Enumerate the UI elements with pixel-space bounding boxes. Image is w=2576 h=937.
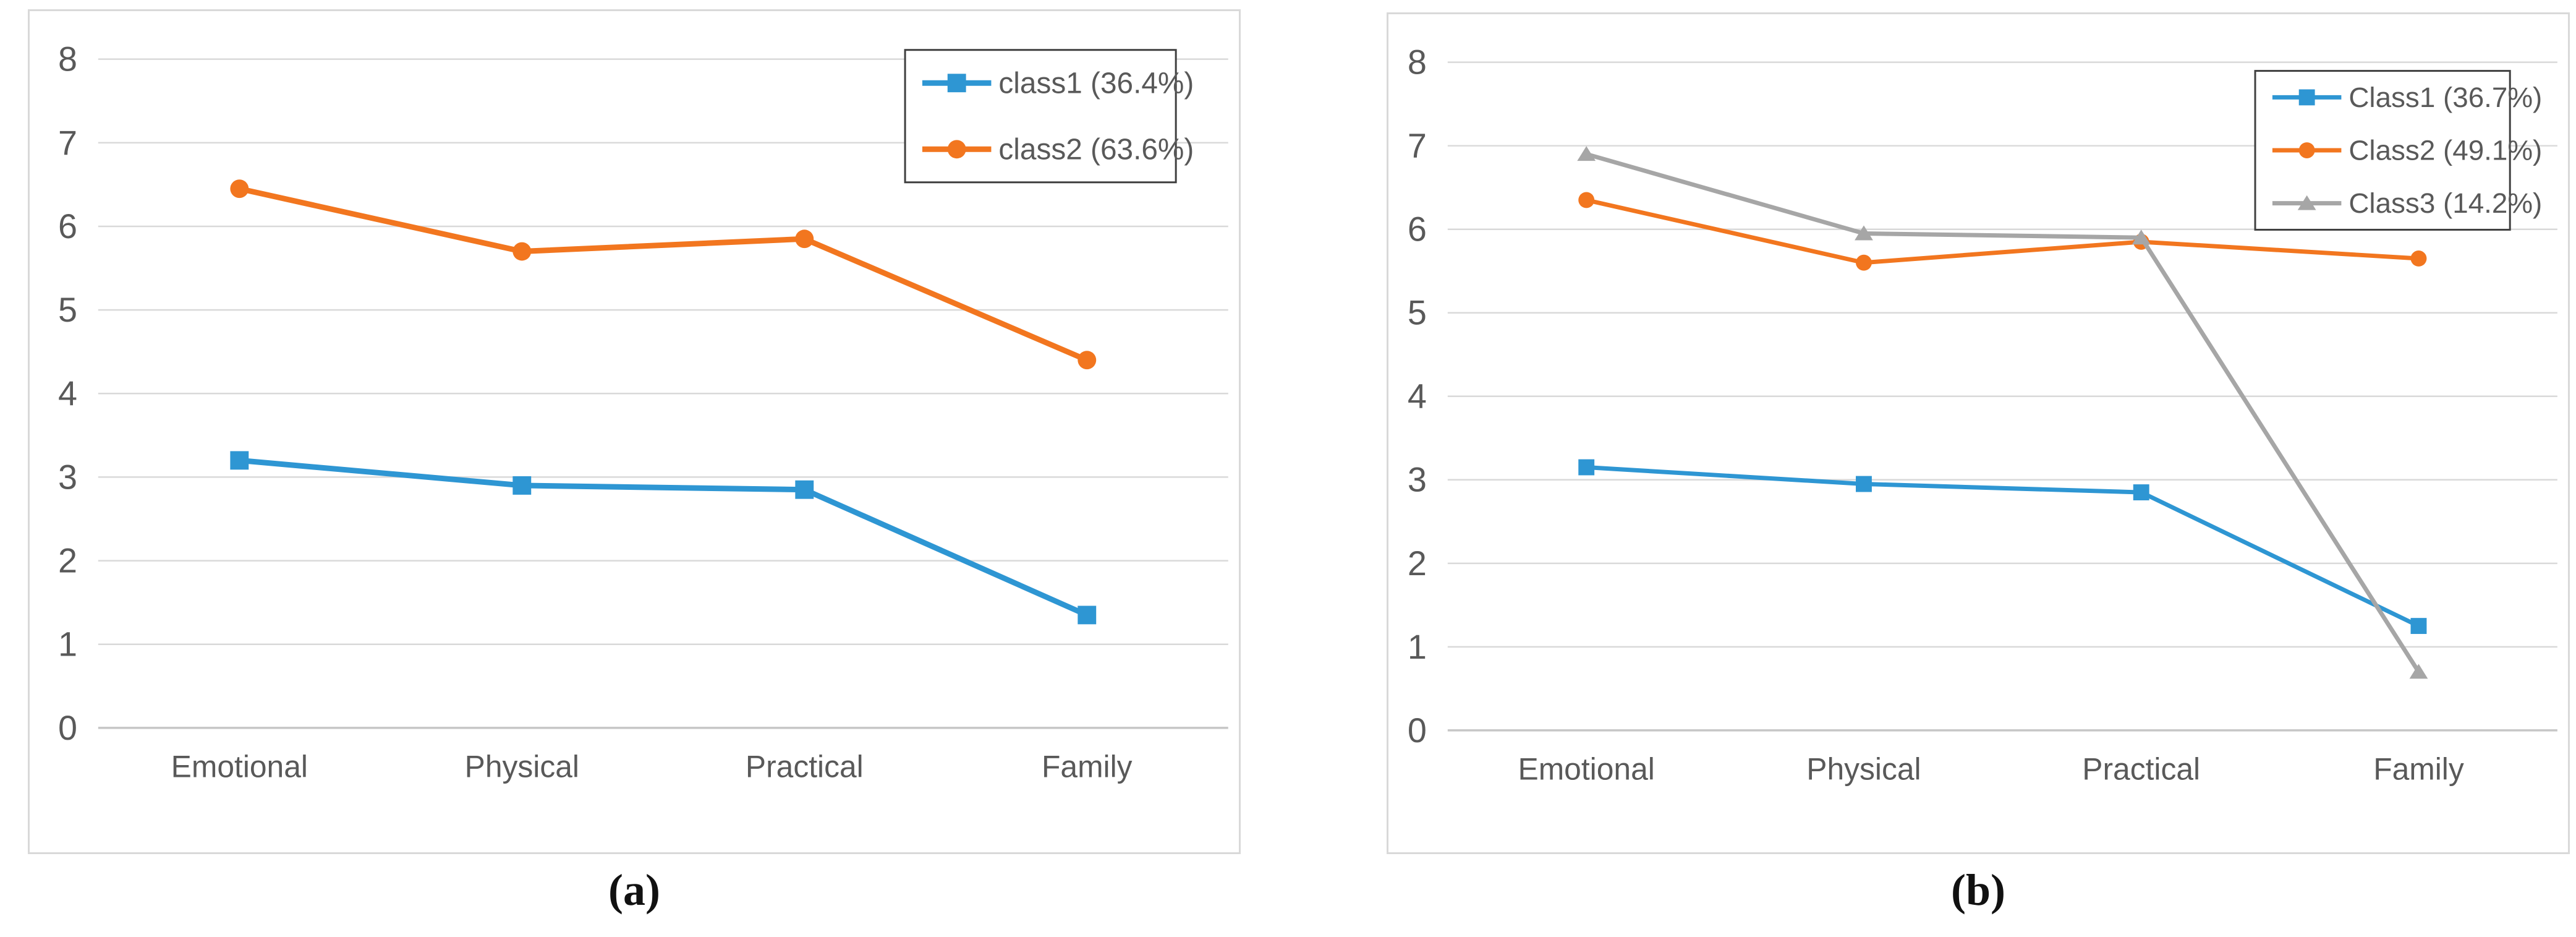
x-label-practical: Practical bbox=[746, 750, 864, 784]
y-tick-label-0: 0 bbox=[58, 709, 77, 747]
data-point-class1-family bbox=[1078, 605, 1097, 625]
y-tick-label-5: 5 bbox=[1408, 294, 1427, 332]
data-point-class3-family bbox=[2409, 664, 2428, 679]
y-tick-label-0: 0 bbox=[1408, 711, 1427, 750]
legend-item-class1: Class1 (36.7%) bbox=[2272, 82, 2542, 113]
data-point-class1-practical bbox=[795, 480, 814, 499]
series-line-class1 bbox=[1584, 465, 2421, 628]
legend: class1 (36.4%) class2 (63.6%) bbox=[904, 49, 1194, 184]
legend-label: Class2 (49.1%) bbox=[2349, 135, 2542, 166]
legend-item-class2: Class2 (49.1%) bbox=[2272, 135, 2542, 166]
legend-marker-circle-icon bbox=[2298, 142, 2315, 158]
x-label-physical: Physical bbox=[465, 750, 579, 784]
y-tick-label-1: 1 bbox=[1408, 628, 1427, 666]
y-tick-label-2: 2 bbox=[58, 542, 77, 580]
line-chart-b: 0 1 2 3 4 5 6 7 8 Emotional Physical Practical Famil… bbox=[1408, 43, 2557, 787]
legend-label: Class3 (14.2%) bbox=[2349, 187, 2542, 219]
y-tick-label-5: 5 bbox=[58, 291, 77, 329]
x-label-emotional: Emotional bbox=[1518, 752, 1655, 787]
y-tick-label-6: 6 bbox=[58, 207, 77, 246]
x-label-physical: Physical bbox=[1806, 752, 1921, 787]
data-point-class1-practical bbox=[2133, 484, 2149, 500]
chart-panel-a: 0 1 2 3 4 5 6 7 8 Emotional Physical Practical Famil… bbox=[28, 9, 1241, 854]
data-point-class1-emotional bbox=[1578, 459, 1595, 476]
data-point-class3-emotional bbox=[1577, 146, 1596, 161]
line-chart-a: 0 1 2 3 4 5 6 7 8 Emotional Physical Practical Famil… bbox=[58, 40, 1228, 784]
legend-marker-circle-icon bbox=[947, 140, 966, 159]
caption-a: (a) bbox=[608, 865, 660, 915]
data-point-class2-family bbox=[2410, 250, 2427, 267]
y-tick-label-2: 2 bbox=[1408, 544, 1427, 583]
data-point-class2-family bbox=[1078, 351, 1097, 370]
data-point-class1-family bbox=[2410, 618, 2427, 635]
data-point-class3-practical bbox=[2132, 229, 2151, 245]
legend-item-class2: class2 (63.6%) bbox=[922, 134, 1194, 166]
x-label-emotional: Emotional bbox=[171, 750, 308, 784]
legend-box bbox=[904, 49, 1177, 184]
y-tick-label-4: 4 bbox=[58, 374, 77, 413]
legend-marker-triangle-icon bbox=[2297, 195, 2316, 210]
y-axis-tick-labels: 0 1 2 3 4 5 6 7 8 bbox=[1408, 43, 1427, 750]
y-tick-label-1: 1 bbox=[58, 625, 77, 664]
series-line-class1 bbox=[236, 457, 1090, 618]
data-point-class1-physical bbox=[1856, 476, 1872, 492]
data-point-class1-physical bbox=[512, 476, 532, 495]
y-tick-label-7: 7 bbox=[1408, 127, 1427, 165]
gridlines-group bbox=[1447, 61, 2557, 732]
y-tick-label-3: 3 bbox=[1408, 461, 1427, 499]
series-class1 bbox=[230, 451, 1097, 625]
legend-marker-square-icon bbox=[2298, 89, 2315, 106]
data-point-class2-practical bbox=[795, 229, 814, 249]
series-line-class2 bbox=[1584, 197, 2421, 265]
series-line-class2 bbox=[236, 186, 1090, 363]
y-axis-tick-labels: 0 1 2 3 4 5 6 7 8 bbox=[58, 40, 77, 747]
x-axis-category-labels: Emotional Physical Practical Family bbox=[1518, 752, 2464, 787]
y-tick-label-8: 8 bbox=[1408, 43, 1427, 82]
y-tick-label-7: 7 bbox=[58, 124, 77, 162]
series-line-class3 bbox=[1584, 152, 2421, 674]
data-point-class2-physical bbox=[1856, 254, 1872, 271]
caption-b: (b) bbox=[1951, 865, 2005, 915]
legend-marker-square-icon bbox=[947, 74, 966, 93]
data-point-class2-emotional bbox=[230, 179, 249, 199]
data-point-class2-physical bbox=[512, 242, 532, 261]
data-point-class1-emotional bbox=[230, 451, 249, 470]
x-axis-category-labels: Emotional Physical Practical Family bbox=[171, 750, 1133, 784]
chart-panel-b: 0 1 2 3 4 5 6 7 8 Emotional Physical Practical Famil… bbox=[1387, 12, 2570, 854]
series-class1 bbox=[1578, 459, 2427, 635]
legend: Class1 (36.7%) Class2 (49.1%) Class3 (14.2… bbox=[2254, 70, 2542, 231]
y-tick-label-3: 3 bbox=[58, 458, 77, 496]
y-tick-label-4: 4 bbox=[1408, 377, 1427, 416]
legend-label: Class1 (36.7%) bbox=[2349, 82, 2542, 113]
x-label-family: Family bbox=[1042, 750, 1133, 784]
legend-item-class1: class1 (36.4%) bbox=[922, 67, 1194, 100]
legend-label: class2 (63.6%) bbox=[998, 134, 1194, 166]
legend-item-class3: Class3 (14.2%) bbox=[2272, 187, 2542, 219]
series-class3 bbox=[1577, 146, 2428, 679]
y-tick-label-6: 6 bbox=[1408, 210, 1427, 249]
x-label-family: Family bbox=[2373, 752, 2464, 787]
x-label-practical: Practical bbox=[2082, 752, 2200, 787]
legend-label: class1 (36.4%) bbox=[998, 67, 1194, 100]
data-point-class3-physical bbox=[1855, 225, 1873, 241]
series-class2 bbox=[230, 179, 1097, 370]
data-point-class2-emotional bbox=[1578, 192, 1595, 208]
y-tick-label-8: 8 bbox=[58, 40, 77, 79]
